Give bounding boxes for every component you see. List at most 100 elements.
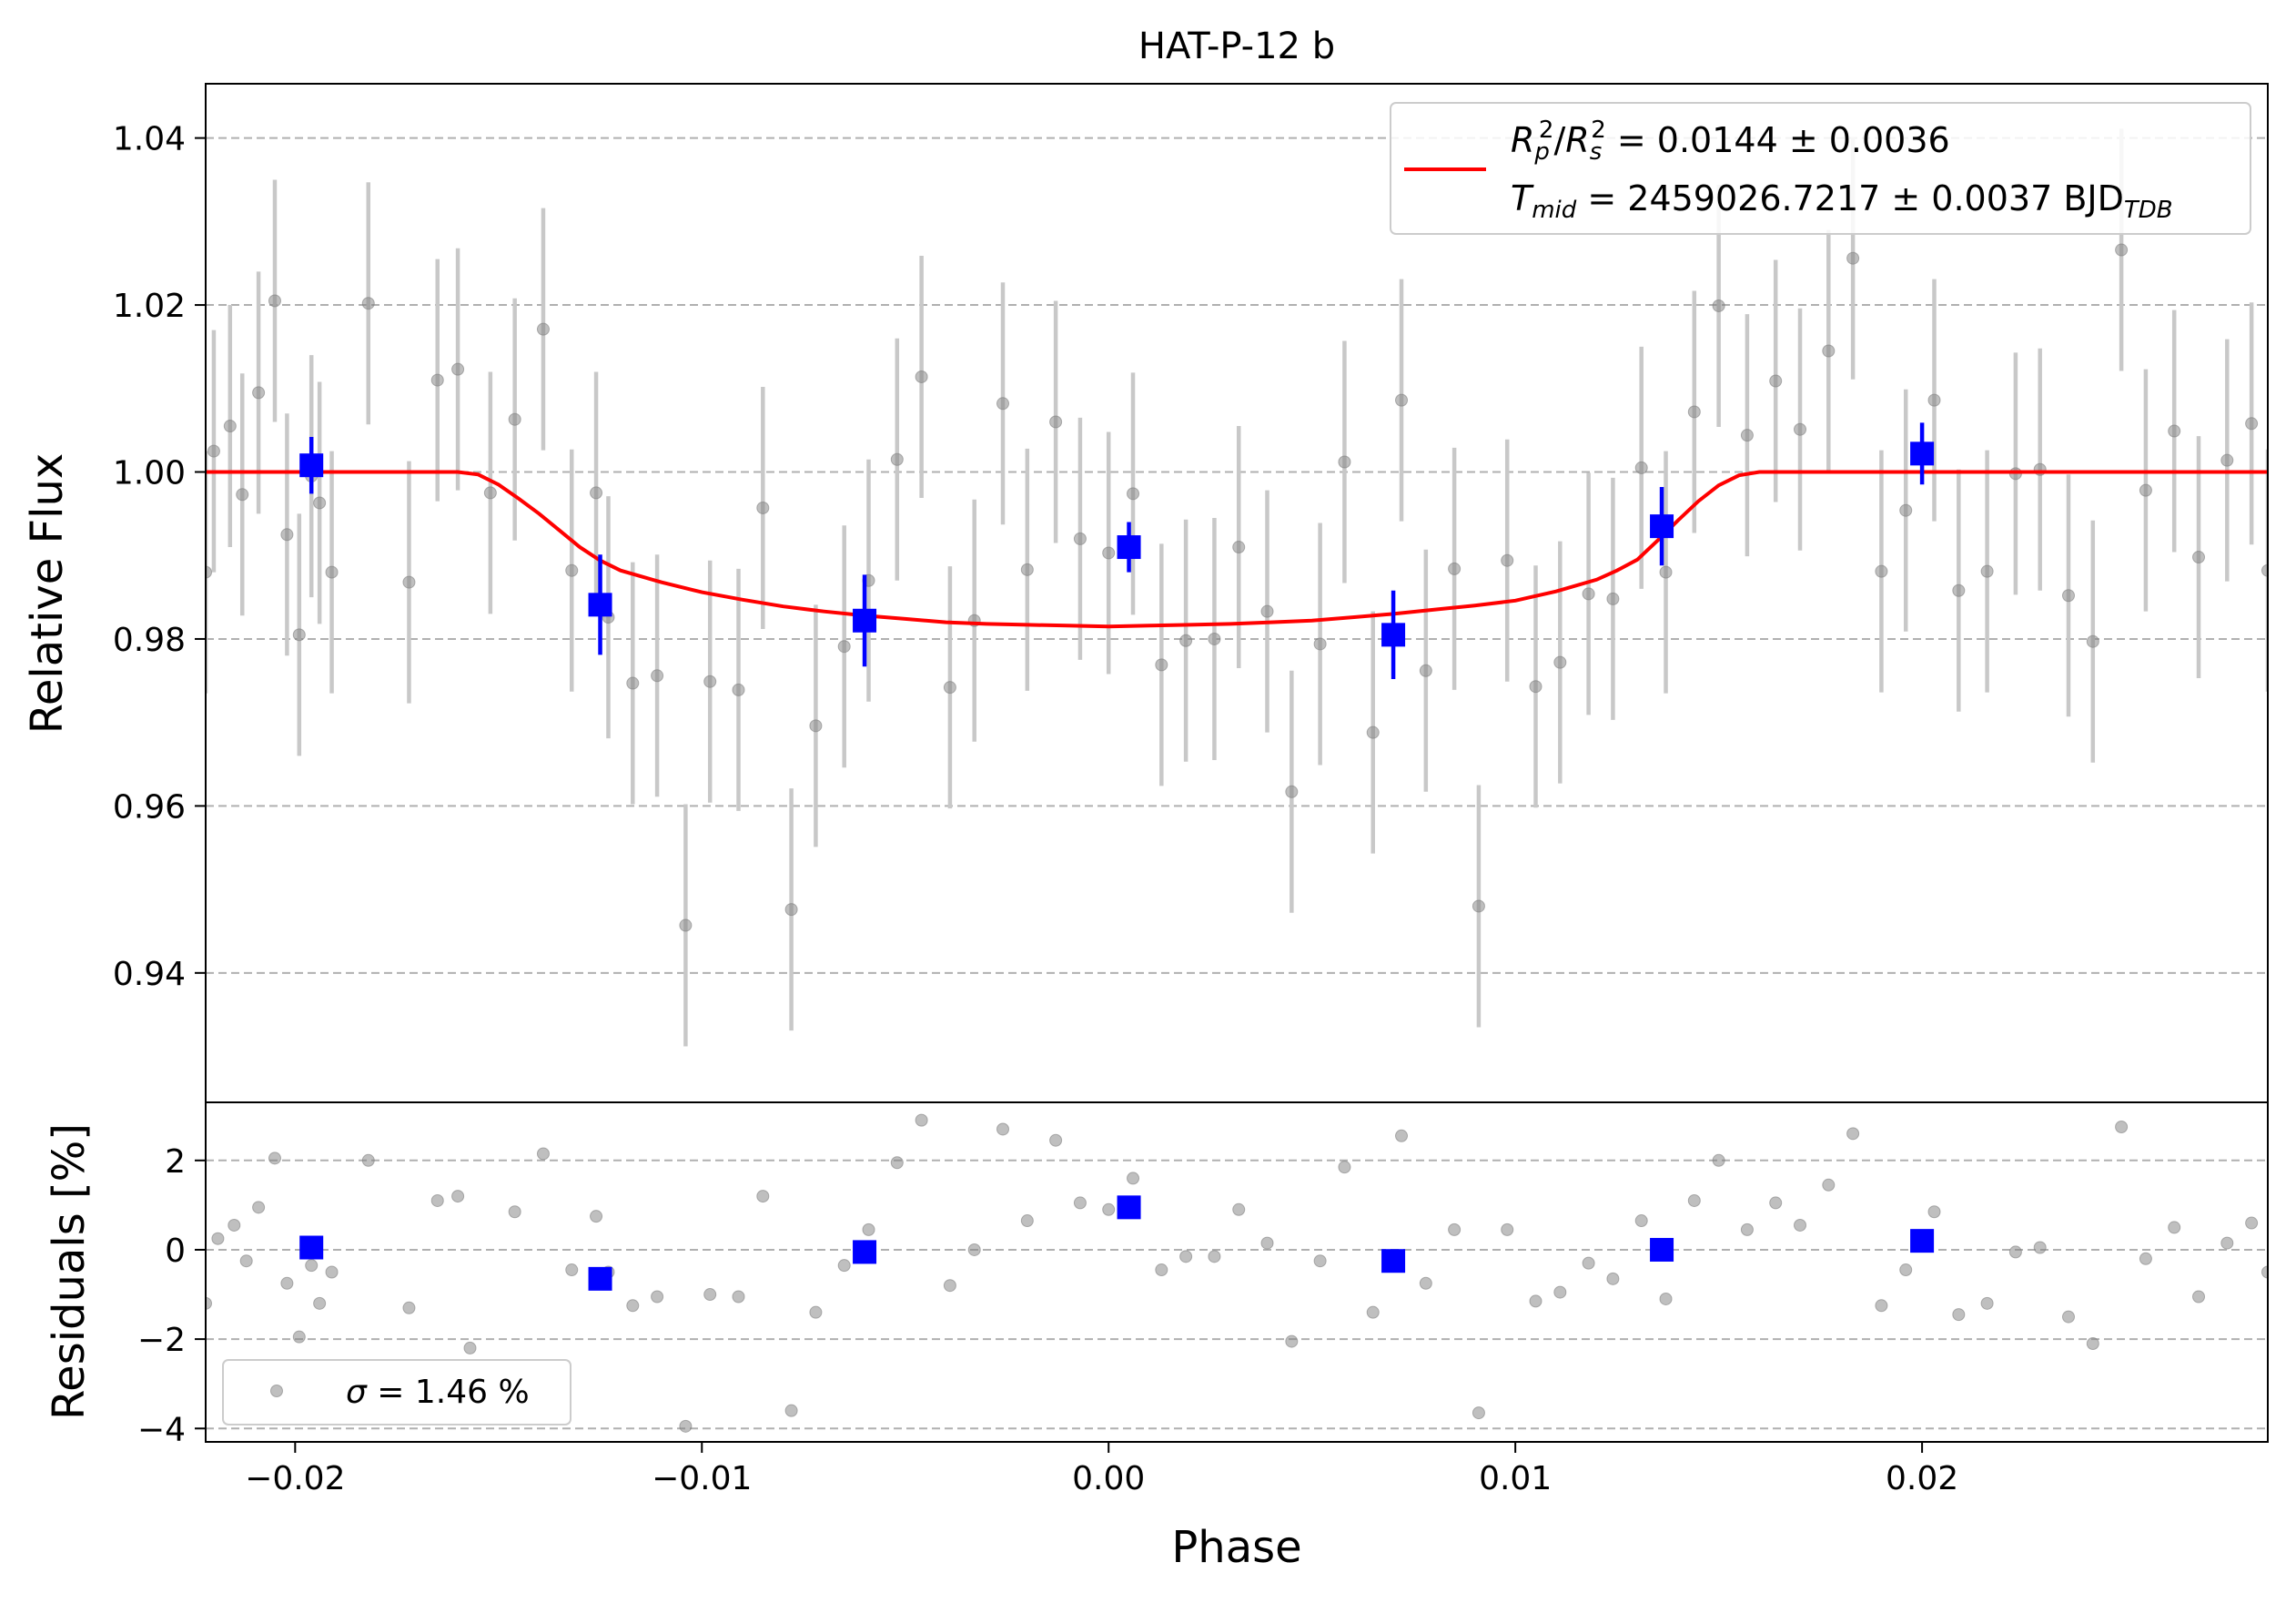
flux-point [890, 452, 904, 466]
chart-title: HAT-P-12 b [1138, 25, 1335, 67]
flux-point [651, 669, 664, 683]
residual-point [1260, 1236, 1274, 1250]
flux-point [361, 297, 375, 310]
flux-point [784, 903, 798, 917]
flux-point [837, 640, 851, 654]
residual-point [1472, 1406, 1485, 1420]
residual-point [1659, 1292, 1673, 1305]
residual-binned-point [1910, 1229, 1935, 1253]
residual-point [590, 1210, 603, 1223]
residual-point [565, 1263, 579, 1277]
flux-point [1366, 725, 1380, 739]
residual-point [1712, 1153, 1725, 1167]
residual-point [1899, 1263, 1913, 1277]
flux-point [2168, 424, 2181, 438]
residual-point [1952, 1308, 1966, 1322]
flux-legend-line2: Tmid = 2459026.7217 ± 0.0037 BJDTDB [1511, 178, 2173, 224]
residual-point [1740, 1223, 1754, 1236]
x-axis-label: Phase [1171, 1522, 1301, 1573]
residual-point [211, 1232, 225, 1245]
residual-point [703, 1288, 717, 1302]
flux-point [565, 563, 579, 577]
residual-point [1049, 1133, 1063, 1147]
flux-point [1448, 562, 1462, 575]
residual-point [809, 1305, 823, 1319]
flux-point [2061, 589, 2075, 603]
flux-point [1740, 429, 1754, 442]
residuals-legend-marker [270, 1385, 283, 1397]
flux-point [207, 444, 220, 458]
residual-binned-point [1650, 1237, 1674, 1262]
flux-point [1472, 899, 1485, 913]
residual-point [2245, 1216, 2259, 1230]
residual-point [2168, 1221, 2181, 1234]
flux-point [1980, 564, 1994, 578]
residuals-x-ticks: −0.02 −0.01 0.00 0.01 0.02 [245, 1442, 1958, 1497]
flux-y-axis-label: Relative Flux [22, 453, 73, 735]
flux-point [1127, 487, 1140, 501]
residual-point [1794, 1218, 1807, 1232]
flux-point [1073, 532, 1087, 545]
flux-point [402, 575, 416, 589]
flux-point [1313, 637, 1327, 651]
flux-point [1179, 634, 1193, 647]
flux-point [236, 488, 249, 502]
residual-point [2115, 1120, 2129, 1133]
flux-point [1927, 393, 1941, 407]
flux-panel: 0.94 0.96 0.98 1.00 1.02 1.04 Relative Flux R… [22, 83, 2269, 1103]
flux-point [313, 496, 327, 510]
residuals-legend-label: σ = 1.46 % [346, 1374, 530, 1411]
residual-point [1208, 1250, 1221, 1263]
flux-legend: Rp2/Rs2 = 0.0144 ± 0.0036 Tmid = 2459026… [1390, 102, 2251, 235]
residual-point [1553, 1285, 1567, 1299]
flux-point [756, 501, 770, 514]
flux-point [1875, 564, 1888, 578]
flux-binned-point [853, 608, 877, 633]
flux-binned-point [1910, 441, 1935, 466]
flux-point [280, 528, 294, 542]
x-tick-label: −0.01 [652, 1460, 752, 1497]
residual-point [1875, 1299, 1888, 1313]
residual-point [1501, 1223, 1514, 1236]
flux-point [590, 486, 603, 500]
residuals-binned-points [299, 1195, 1935, 1291]
residual-point [1769, 1196, 1783, 1210]
flux-binned-point [1650, 514, 1674, 539]
flux-point [2245, 417, 2259, 431]
flux-point [1155, 658, 1168, 672]
residual-point [1582, 1256, 1595, 1270]
flux-point [483, 486, 497, 500]
residual-point [305, 1259, 319, 1273]
residual-point [2086, 1337, 2099, 1351]
flux-point [1501, 553, 1514, 567]
residual-binned-point [1381, 1249, 1406, 1273]
flux-point [2115, 243, 2129, 257]
flux-y-tick-label: 0.96 [113, 788, 186, 826]
flux-point [1285, 785, 1299, 798]
flux-point [1846, 251, 1860, 265]
flux-legend-line1: Rp2/Rs2 = 0.0144 ± 0.0036 [1511, 117, 1950, 165]
residual-point [1155, 1263, 1168, 1277]
residual-binned-point [853, 1240, 877, 1264]
residuals-points [206, 1113, 2268, 1433]
residual-point [862, 1223, 875, 1236]
residuals-y-ticks: −4 −2 0 2 [137, 1143, 206, 1448]
flux-point [943, 681, 956, 695]
flux-point [1899, 503, 1913, 517]
flux-binned-point [1117, 535, 1141, 560]
flux-point [1338, 455, 1351, 469]
residual-point [1606, 1272, 1620, 1285]
residuals-legend-box [222, 1359, 571, 1425]
residual-point [402, 1301, 416, 1314]
flux-point [223, 420, 237, 433]
residual-point [1020, 1214, 1034, 1228]
flux-y-ticks: 0.94 0.96 0.98 1.00 1.02 1.04 [113, 121, 206, 993]
flux-point [268, 294, 281, 308]
residual-point [2192, 1290, 2206, 1304]
residual-point [1127, 1172, 1140, 1185]
flux-point [2086, 634, 2099, 648]
flux-point [1794, 422, 1807, 436]
residual-point [1529, 1294, 1542, 1308]
flux-point [2261, 563, 2268, 577]
